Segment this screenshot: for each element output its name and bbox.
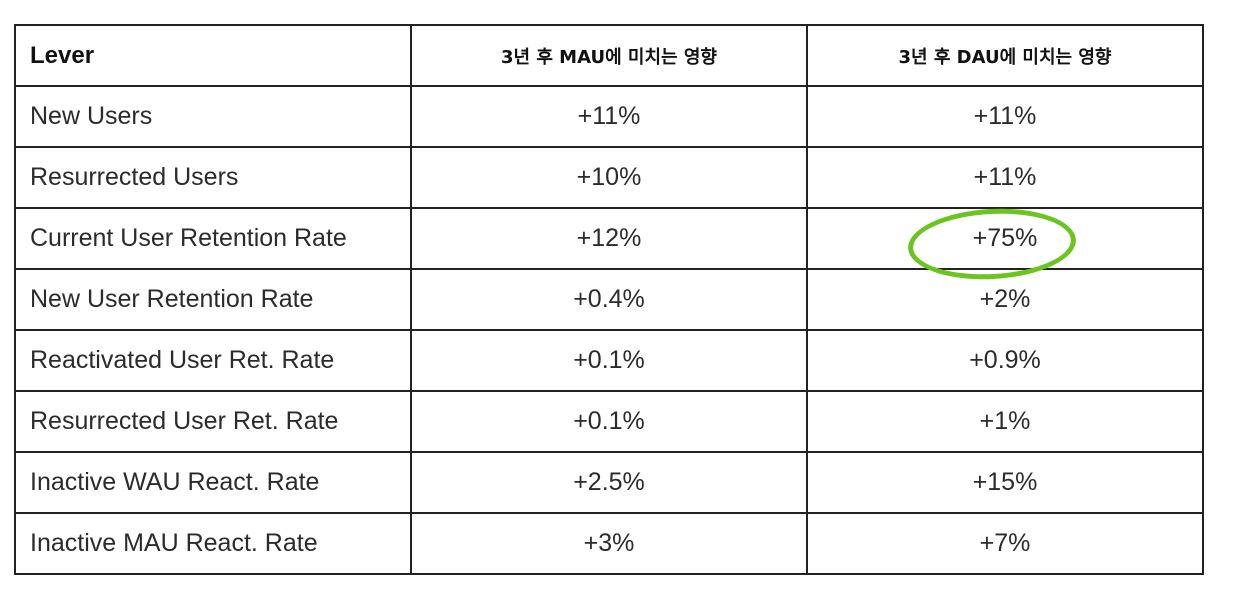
table-header-row: Lever 3년 후 MAU에 미치는 영향 3년 후 DAU에 미치는 영향 bbox=[14, 24, 1204, 87]
lever-cell: New User Retention Rate bbox=[14, 268, 412, 331]
header-mau-impact: 3년 후 MAU에 미치는 영향 bbox=[410, 24, 808, 87]
table-row: Inactive MAU React. Rate +3% +7% bbox=[14, 512, 1204, 575]
lever-cell: Current User Retention Rate bbox=[14, 207, 412, 270]
lever-cell: New Users bbox=[14, 85, 412, 148]
table-row: New User Retention Rate +0.4% +2% bbox=[14, 268, 1204, 331]
lever-cell: Inactive MAU React. Rate bbox=[14, 512, 412, 575]
dau-value-cell: +11% bbox=[806, 85, 1204, 148]
lever-impact-table-container: Lever 3년 후 MAU에 미치는 영향 3년 후 DAU에 미치는 영향 … bbox=[14, 24, 1204, 575]
table-row: Resurrected User Ret. Rate +0.1% +1% bbox=[14, 390, 1204, 453]
lever-impact-table: Lever 3년 후 MAU에 미치는 영향 3년 후 DAU에 미치는 영향 … bbox=[14, 24, 1204, 575]
lever-cell: Reactivated User Ret. Rate bbox=[14, 329, 412, 392]
header-lever: Lever bbox=[14, 24, 412, 87]
mau-value-cell: +2.5% bbox=[410, 451, 808, 514]
dau-value-cell: +7% bbox=[806, 512, 1204, 575]
header-dau-impact: 3년 후 DAU에 미치는 영향 bbox=[806, 24, 1204, 87]
mau-value-cell: +11% bbox=[410, 85, 808, 148]
lever-cell: Resurrected Users bbox=[14, 146, 412, 209]
dau-value-cell: +0.9% bbox=[806, 329, 1204, 392]
mau-value-cell: +0.4% bbox=[410, 268, 808, 331]
mau-value-cell: +12% bbox=[410, 207, 808, 270]
dau-value-cell-highlighted: +75% bbox=[806, 207, 1204, 270]
lever-cell: Inactive WAU React. Rate bbox=[14, 451, 412, 514]
mau-value-cell: +3% bbox=[410, 512, 808, 575]
mau-value-cell: +10% bbox=[410, 146, 808, 209]
dau-value-cell: +1% bbox=[806, 390, 1204, 453]
table-row: Current User Retention Rate +12% +75% bbox=[14, 207, 1204, 270]
dau-value-cell: +2% bbox=[806, 268, 1204, 331]
table-row: Reactivated User Ret. Rate +0.1% +0.9% bbox=[14, 329, 1204, 392]
table-row: Inactive WAU React. Rate +2.5% +15% bbox=[14, 451, 1204, 514]
table-row: New Users +11% +11% bbox=[14, 85, 1204, 148]
lever-cell: Resurrected User Ret. Rate bbox=[14, 390, 412, 453]
dau-value-cell: +11% bbox=[806, 146, 1204, 209]
dau-value-cell: +15% bbox=[806, 451, 1204, 514]
table-row: Resurrected Users +10% +11% bbox=[14, 146, 1204, 209]
mau-value-cell: +0.1% bbox=[410, 390, 808, 453]
mau-value-cell: +0.1% bbox=[410, 329, 808, 392]
